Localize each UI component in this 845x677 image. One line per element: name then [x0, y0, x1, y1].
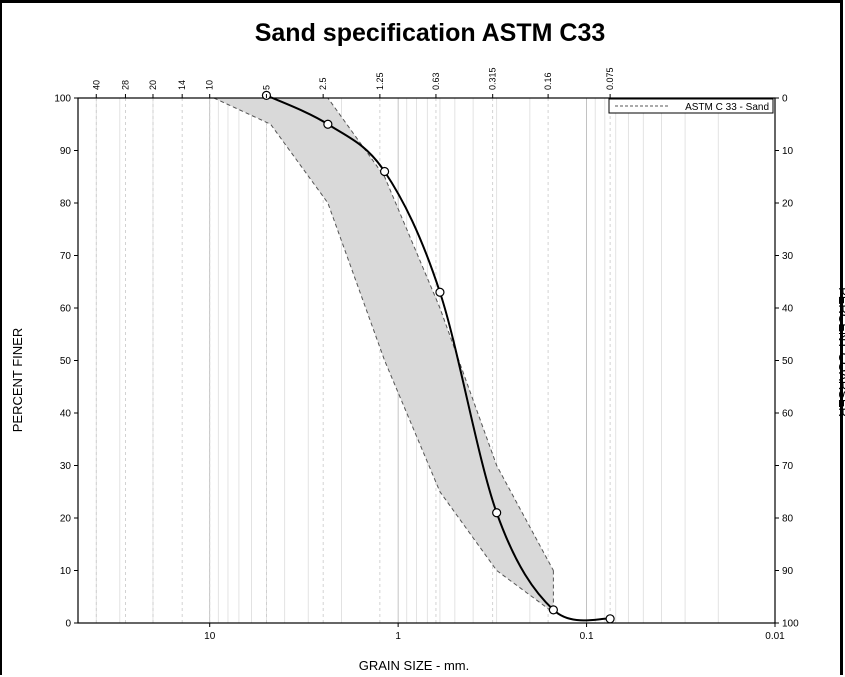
sieve-size-label: 14 — [177, 80, 187, 90]
y-tick-label: 80 — [60, 199, 72, 210]
y-right-tick-label: 100 — [782, 619, 799, 630]
legend-entry: ASTM C 33 - Sand — [685, 102, 769, 113]
sieve-size-label: 0.075 — [605, 67, 615, 90]
data-point — [492, 508, 502, 518]
sieve-size-label: 5 — [261, 85, 271, 90]
spec-band-fill — [213, 98, 554, 613]
right-axis-label: PERCENT COARSER — [836, 287, 845, 417]
y-tick-label: 90 — [60, 146, 72, 157]
sieve-size-label: 2.5 — [318, 77, 328, 90]
y-right-tick-label: 50 — [782, 356, 794, 367]
y-tick-label: 0 — [65, 619, 71, 630]
sieve-size-label: 28 — [120, 80, 130, 90]
y-right-tick-label: 0 — [782, 94, 788, 105]
y-right-tick-label: 10 — [782, 146, 794, 157]
y-right-tick-label: 90 — [782, 566, 794, 577]
chart-title: Sand specification ASTM C33 — [255, 19, 606, 47]
legend: ASTM C 33 - Sand — [608, 98, 774, 114]
y-right-tick-label: 40 — [782, 304, 794, 315]
sieve-size-label: 10 — [205, 80, 215, 90]
y-tick-label: 50 — [60, 356, 72, 367]
data-point — [435, 287, 445, 297]
y-right-tick-label: 30 — [782, 251, 794, 262]
y-tick-label: 10 — [60, 566, 72, 577]
x-tick-label: 1 — [395, 631, 401, 642]
sieve-size-label: 0.16 — [543, 72, 553, 90]
data-point — [379, 166, 390, 177]
y-tick-label: 30 — [60, 461, 72, 472]
x-tick-label: 0.01 — [765, 631, 785, 642]
grading-curve — [266, 94, 611, 622]
y-tick-label: 70 — [60, 251, 72, 262]
data-point — [323, 119, 333, 129]
x-tick-label: 10 — [204, 631, 216, 642]
y-tick-label: 20 — [60, 514, 72, 525]
y-axis-label: PERCENT FINER — [10, 328, 25, 433]
legend-box — [608, 98, 774, 114]
y-tick-label: 60 — [60, 304, 72, 315]
data-point — [548, 605, 558, 615]
sieve-size-label: 0.315 — [488, 67, 498, 90]
y-tick-label: 40 — [60, 409, 72, 420]
y-right-tick-label: 20 — [782, 199, 794, 210]
y-right-tick-label: 60 — [782, 409, 794, 420]
sieve-size-label: 0.63 — [431, 72, 441, 90]
sieve-size-label: 40 — [91, 80, 101, 90]
y-tick-label: 100 — [54, 94, 71, 105]
sieve-size-label: 20 — [148, 80, 158, 90]
data-point — [605, 614, 615, 624]
sieve-size-label: 1.25 — [375, 72, 385, 90]
y-right-tick-label: 70 — [782, 461, 794, 472]
x-axis-label: GRAIN SIZE - mm. — [359, 658, 470, 673]
y-right-tick-label: 80 — [782, 514, 794, 525]
x-tick-label: 0.1 — [580, 631, 594, 642]
